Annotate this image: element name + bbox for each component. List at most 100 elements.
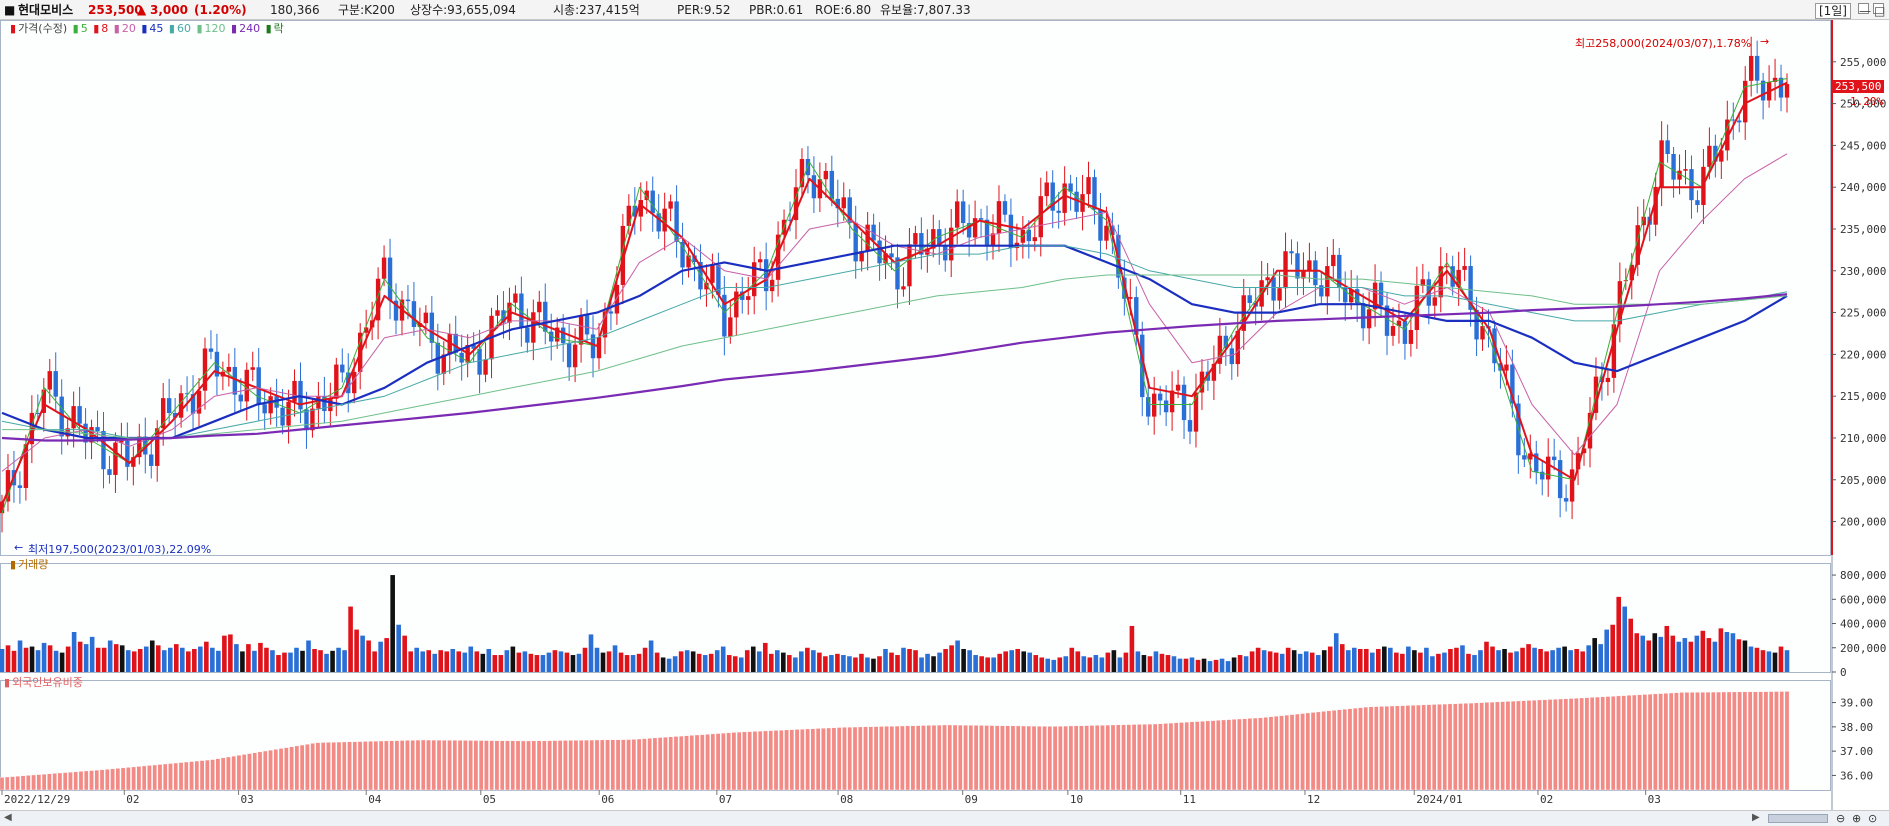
minimize-icon[interactable]: — (1858, 3, 1871, 18)
legend-ma120: 120 (204, 22, 226, 35)
candle-body (274, 396, 279, 408)
scroll-thumb[interactable] (1768, 814, 1828, 823)
foreign-bar (299, 744, 305, 791)
foreign-bar (389, 740, 394, 791)
candle-body (1754, 55, 1760, 81)
foreign-bar (531, 740, 537, 791)
foreign-bar (958, 724, 963, 791)
foreign-bar (857, 726, 863, 791)
foreign-bar (1400, 705, 1405, 791)
volume-bar (1730, 633, 1736, 672)
candle-body (1522, 455, 1527, 460)
volume-bar (1544, 651, 1549, 672)
foreign-bar (984, 725, 989, 791)
zoom-out-icon[interactable]: ⊖ (1836, 812, 1846, 825)
price-tick-label: 220,000 (1840, 348, 1886, 361)
scroll-right-icon[interactable]: ▶ (1752, 812, 1760, 823)
foreign-bar (94, 769, 100, 791)
foreign-bar (194, 760, 200, 791)
foreign-bar (868, 726, 874, 791)
foreign-bar (1716, 691, 1721, 791)
foreign-bar (320, 742, 326, 791)
candle-body (292, 380, 297, 402)
volume-bar (1063, 656, 1069, 672)
foreign-bar (668, 736, 674, 791)
ma-line-120 (2, 274, 1788, 439)
price-tick-label: 205,000 (1840, 474, 1886, 487)
volume-bar (1472, 655, 1477, 672)
period-button[interactable]: [1일] (1814, 3, 1851, 19)
foreign-bar (1658, 693, 1663, 791)
foreign-bar (1495, 701, 1500, 791)
volume-bar (354, 629, 359, 672)
zoom-in-icon[interactable]: ⊕ (1852, 812, 1862, 825)
candle-body (71, 406, 76, 429)
volume-bar (672, 656, 678, 672)
volume-bar (1189, 657, 1195, 672)
zoom-reset-icon[interactable]: ⊙ (1868, 812, 1878, 825)
candle-body (787, 219, 793, 221)
volume-bar (113, 644, 119, 672)
volume-bar (1538, 648, 1543, 672)
foreign-bar (1221, 719, 1226, 791)
candle-body (990, 233, 996, 246)
volume-tick-label: 200,000 (1840, 642, 1886, 655)
foreign-bar (752, 731, 758, 791)
candle-body (626, 205, 632, 226)
foreign-bar (478, 740, 484, 791)
scroll-left-icon[interactable]: ◀ (4, 812, 12, 823)
candle-body (232, 366, 238, 395)
foreign-bar (189, 761, 194, 791)
candle-body (1193, 392, 1199, 432)
foreign-bar (1758, 691, 1763, 791)
candle-body (483, 359, 488, 375)
volume-bar (186, 651, 191, 672)
candle-body (1157, 393, 1163, 401)
foreign-bar (1131, 724, 1137, 791)
volume-bar (1478, 650, 1483, 672)
foreign-bar (178, 762, 184, 791)
candle-body (513, 293, 518, 303)
foreign-bar (1079, 725, 1084, 791)
volume-bar (222, 635, 227, 672)
volume-bar (1153, 651, 1159, 672)
candle-body (1462, 266, 1467, 270)
candle-body (793, 187, 799, 221)
candle-body (1737, 120, 1742, 123)
foreign-bar (973, 725, 979, 791)
foreign-bar (1558, 698, 1563, 791)
candle-body (1050, 182, 1055, 211)
horizontal-scrollbar[interactable]: ◀ ▶ ⊖ ⊕ ⊙ (0, 810, 1889, 826)
candle-body (1110, 225, 1115, 235)
foreign-bar (1526, 700, 1532, 791)
foreign-bar (152, 764, 157, 791)
candle-body (686, 255, 691, 268)
foreign-bar (1605, 696, 1611, 791)
volume-bar (997, 653, 1002, 672)
candle-body (650, 190, 655, 214)
foreign-bar (1742, 691, 1748, 791)
foreign-bar (1100, 725, 1105, 791)
volume-bar (648, 640, 654, 672)
foreign-bar (1584, 697, 1590, 791)
volume-bar (390, 575, 395, 672)
foreign-bar (1405, 705, 1411, 791)
foreign-bar (1310, 712, 1316, 791)
stock-chart[interactable]: 200,000 205,000 210,000 215,000 220,000 225,0… (0, 20, 1889, 810)
volume-bar (516, 652, 522, 672)
volume-bar (1213, 659, 1219, 672)
candle-body (1319, 285, 1324, 297)
candle-body (411, 301, 417, 327)
maximize-icon[interactable]: □ (1873, 3, 1886, 18)
foreign-bar (447, 740, 452, 791)
foreign-bar (294, 745, 300, 791)
candle-body (1002, 201, 1008, 215)
x-tick-label: 07 (719, 793, 732, 806)
foreign-bar (910, 725, 916, 791)
candle-body (1271, 277, 1276, 301)
foreign-bar (1015, 725, 1021, 791)
foreign-bar (147, 765, 152, 791)
volume-bar (1370, 652, 1375, 672)
foreign-bar (700, 734, 705, 791)
price-tick-label: 225,000 (1840, 307, 1886, 320)
